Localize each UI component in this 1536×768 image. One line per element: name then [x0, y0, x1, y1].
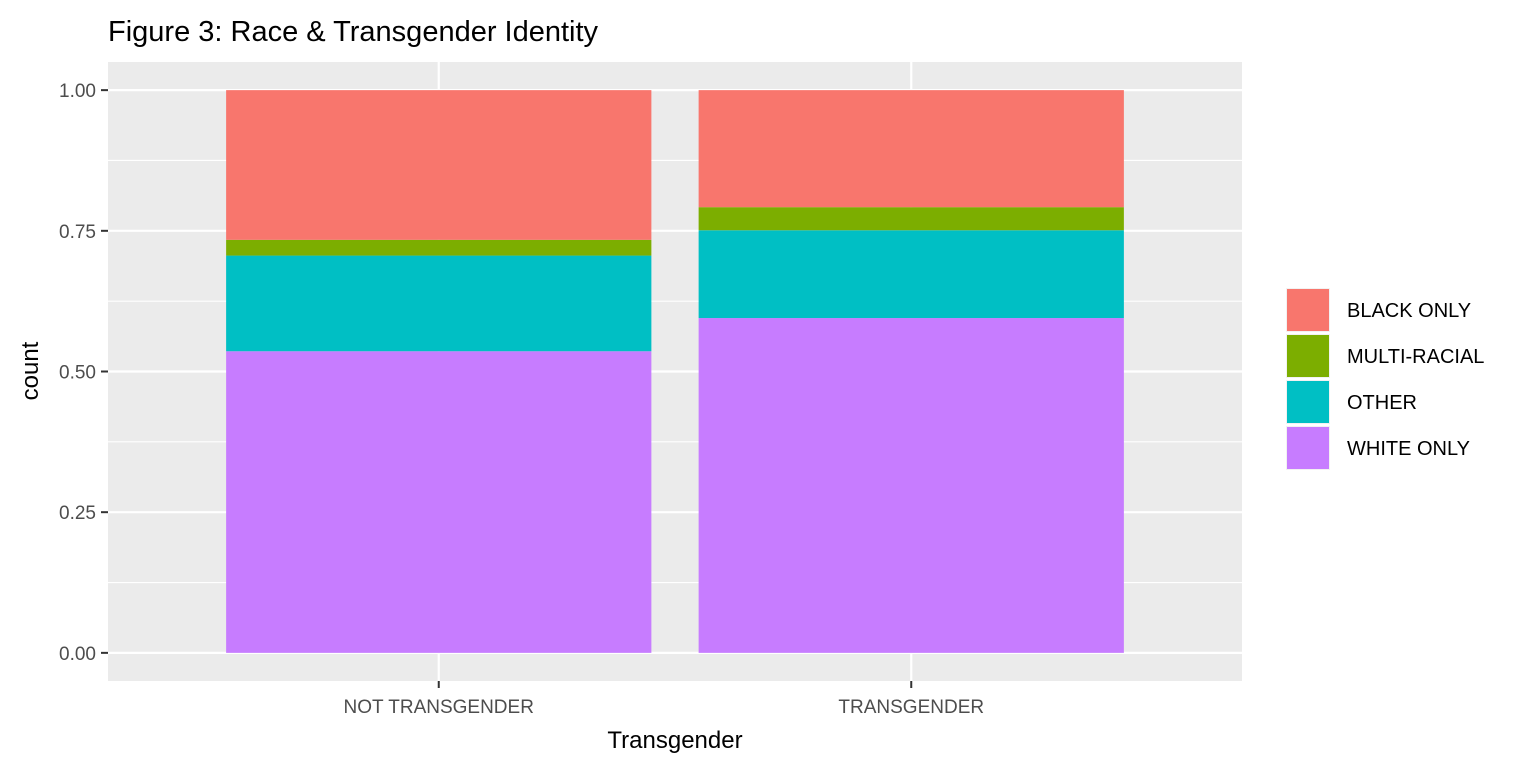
y-tick-label: 0.75	[59, 222, 96, 243]
legend-key-swatch	[1287, 289, 1329, 331]
y-tick-label: 0.50	[59, 363, 96, 384]
bar-segment	[698, 230, 1124, 319]
y-tick-label: 0.25	[59, 503, 96, 524]
legend-label: MULTI-RACIAL	[1347, 346, 1484, 368]
bar-segment	[698, 207, 1124, 231]
axes: 0.00 0.25 0.50 0.75 1.00 NOT TRANSGENDER TRANS…	[59, 81, 984, 718]
bar-segment	[698, 90, 1124, 208]
bar-segment	[226, 351, 652, 653]
x-tick-label: NOT TRANSGENDER	[344, 697, 534, 718]
y-tick-label: 0.00	[59, 644, 96, 665]
chart-title: Figure 3: Race & Transgender Identity	[108, 16, 599, 48]
legend-key-swatch	[1287, 335, 1329, 377]
x-axis-title: Transgender	[607, 727, 742, 754]
x-tick-label: TRANSGENDER	[838, 697, 984, 718]
bars	[226, 90, 1124, 653]
legend-key-swatch	[1287, 381, 1329, 423]
y-tick-label: 1.00	[59, 81, 96, 102]
legend-label: WHITE ONLY	[1347, 438, 1470, 460]
bar-segment	[226, 255, 652, 352]
y-axis-title: count	[17, 341, 44, 400]
legend: BLACK ONLY MULTI-RACIAL OTHER WHITE ONLY	[1286, 288, 1484, 470]
legend-key-swatch	[1287, 427, 1329, 469]
bar-segment	[698, 318, 1124, 653]
legend-label: OTHER	[1347, 392, 1417, 414]
legend-label: BLACK ONLY	[1347, 300, 1471, 322]
bar-segment	[226, 239, 652, 256]
bar-segment	[226, 90, 652, 240]
